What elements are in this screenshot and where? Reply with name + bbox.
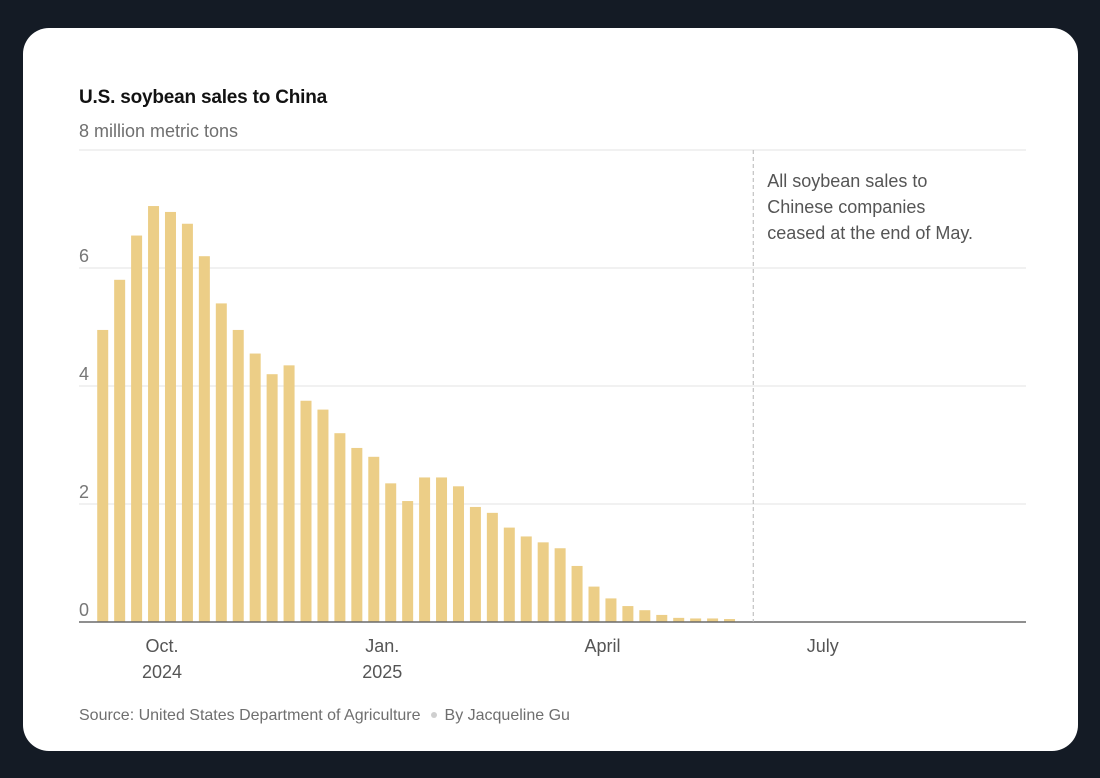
bar xyxy=(385,483,397,622)
bar xyxy=(554,548,566,622)
x-tick-label: Oct. xyxy=(146,636,179,656)
bar xyxy=(148,206,160,623)
bar xyxy=(452,486,464,622)
bar xyxy=(300,400,312,622)
x-tick-label: April xyxy=(584,636,620,656)
separator-dot xyxy=(430,711,437,718)
x-tick-year-label: 2024 xyxy=(142,662,182,682)
bars xyxy=(97,206,736,623)
bar xyxy=(436,477,448,622)
bar xyxy=(131,235,143,623)
y-axis-label: 8 million metric tons xyxy=(79,121,239,141)
annotation-text: All soybean sales to Chinese companies cea… xyxy=(767,171,973,243)
bar xyxy=(724,619,736,622)
bar xyxy=(639,610,651,622)
bar xyxy=(368,456,380,622)
bar xyxy=(198,256,210,622)
bar xyxy=(181,223,193,622)
bar xyxy=(351,447,363,622)
bar xyxy=(690,618,702,622)
bar xyxy=(97,329,109,622)
annotation-line-text: ceased at the end of May. xyxy=(767,223,973,243)
bar xyxy=(232,329,244,622)
bar xyxy=(588,586,600,622)
bar xyxy=(673,617,685,622)
chart-footer: Source: United States Department of Agri… xyxy=(79,707,570,725)
x-tick-labels: Oct. 2024 Jan. 2025 April July xyxy=(142,636,839,682)
byline: By Jacqueline Gu xyxy=(444,707,570,724)
bar xyxy=(334,433,346,622)
y-tick-labels: 0 2 4 6 xyxy=(79,246,89,620)
bar xyxy=(503,527,515,622)
y-tick-label: 4 xyxy=(79,364,89,384)
x-tick-label: Jan. xyxy=(365,636,399,656)
y-tick-label: 2 xyxy=(79,482,89,502)
bar xyxy=(266,374,278,622)
y-tick-label: 0 xyxy=(79,600,89,620)
x-tick-year-label: 2025 xyxy=(362,662,402,682)
bar xyxy=(486,512,498,622)
bar xyxy=(656,614,668,622)
bar xyxy=(537,542,549,622)
bar xyxy=(114,279,126,622)
bar xyxy=(571,565,583,622)
bar xyxy=(164,211,176,622)
bar xyxy=(469,506,481,622)
bar xyxy=(249,353,261,622)
bar xyxy=(520,536,532,622)
chart-title: U.S. soybean sales to China xyxy=(79,87,328,108)
annotation-line-text: All soybean sales to xyxy=(767,171,927,191)
bar xyxy=(605,598,617,622)
bar xyxy=(317,409,329,622)
bar xyxy=(402,501,414,622)
source-credit: Source: United States Department of Agri… xyxy=(79,707,421,724)
bar xyxy=(622,606,634,622)
annotation-line-text: Chinese companies xyxy=(767,197,925,217)
bar xyxy=(419,477,431,622)
bar-chart: 0 2 4 6 All soybean sales to Chinese compani… xyxy=(79,149,1026,682)
bar xyxy=(707,618,719,622)
bar xyxy=(215,303,227,622)
y-tick-label: 6 xyxy=(79,246,89,266)
bar xyxy=(283,365,295,622)
chart-card: U.S. soybean sales to China 8 million me… xyxy=(23,28,1078,751)
x-tick-label: July xyxy=(807,636,839,656)
